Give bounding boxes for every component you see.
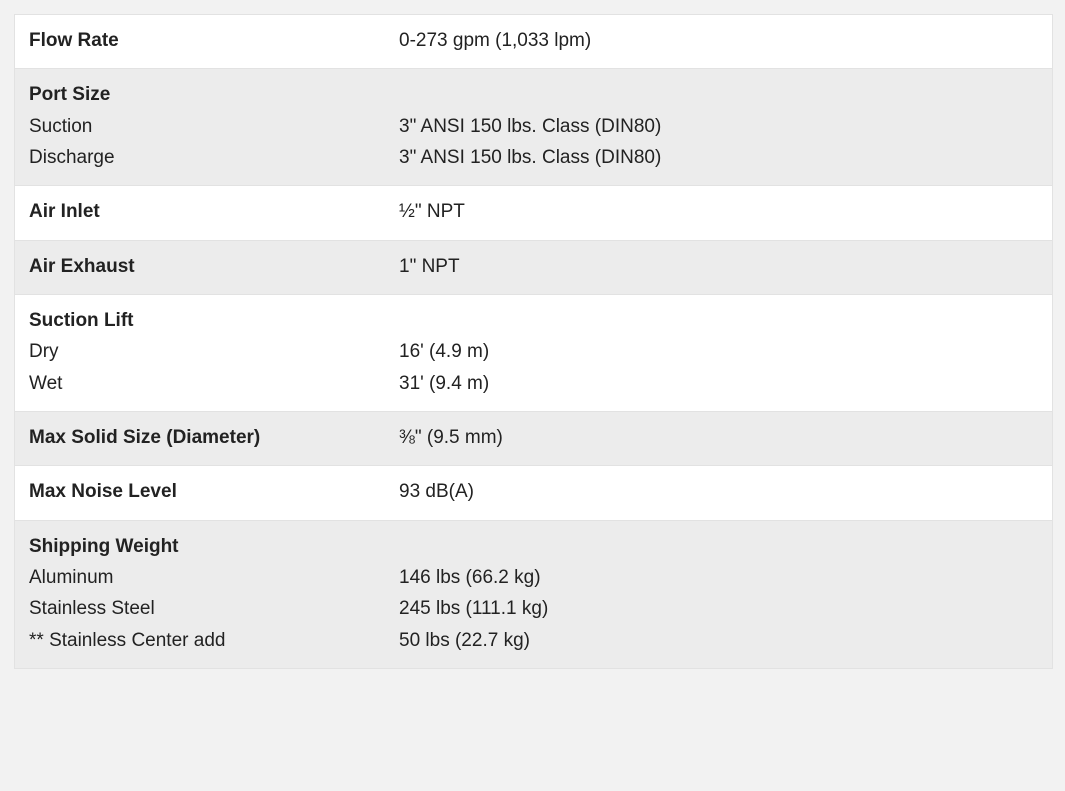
table-row: Air Inlet½" NPT (15, 186, 1052, 240)
value-col: 3" ANSI 150 lbs. Class (DIN80)3" ANSI 15… (399, 79, 1038, 173)
label-col: Air Exhaust (29, 251, 399, 282)
table-row: Shipping WeightAluminumStainless Steel**… (15, 521, 1052, 668)
table-row: Flow Rate0-273 gpm (1,033 lpm) (15, 15, 1052, 69)
label-col: Suction LiftDryWet (29, 305, 399, 399)
value-line: 0-273 gpm (1,033 lpm) (399, 25, 1038, 56)
label-col: Air Inlet (29, 196, 399, 227)
value-col: 93 dB(A) (399, 476, 1038, 507)
label-line: Wet (29, 368, 399, 399)
label-line: Stainless Steel (29, 593, 399, 624)
value-line: 3" ANSI 150 lbs. Class (DIN80) (399, 111, 1038, 142)
value-line: 1" NPT (399, 251, 1038, 282)
label-line: Air Exhaust (29, 251, 399, 282)
value-line: 245 lbs (111.1 kg) (399, 593, 1038, 624)
table-row: Air Exhaust1" NPT (15, 241, 1052, 295)
value-line: 16' (4.9 m) (399, 336, 1038, 367)
label-col: Port SizeSuctionDischarge (29, 79, 399, 173)
value-line (399, 531, 1038, 562)
value-line: ⅜" (9.5 mm) (399, 422, 1038, 453)
label-col: Shipping WeightAluminumStainless Steel**… (29, 531, 399, 656)
value-col: ⅜" (9.5 mm) (399, 422, 1038, 453)
value-col: 146 lbs (66.2 kg)245 lbs (111.1 kg)50 lb… (399, 531, 1038, 656)
label-line: Flow Rate (29, 25, 399, 56)
table-row: Suction LiftDryWet 16' (4.9 m)31' (9.4 m… (15, 295, 1052, 412)
label-col: Max Noise Level (29, 476, 399, 507)
label-line: Max Solid Size (Diameter) (29, 422, 399, 453)
table-row: Port SizeSuctionDischarge 3" ANSI 150 lb… (15, 69, 1052, 186)
value-line: ½" NPT (399, 196, 1038, 227)
label-line: Port Size (29, 79, 399, 110)
label-line: Suction Lift (29, 305, 399, 336)
value-col: ½" NPT (399, 196, 1038, 227)
value-line: 93 dB(A) (399, 476, 1038, 507)
value-col: 0-273 gpm (1,033 lpm) (399, 25, 1038, 56)
value-line: 31' (9.4 m) (399, 368, 1038, 399)
label-col: Max Solid Size (Diameter) (29, 422, 399, 453)
label-line: Air Inlet (29, 196, 399, 227)
value-line (399, 79, 1038, 110)
value-line: 50 lbs (22.7 kg) (399, 625, 1038, 656)
label-col: Flow Rate (29, 25, 399, 56)
label-line: Discharge (29, 142, 399, 173)
table-row: Max Noise Level93 dB(A) (15, 466, 1052, 520)
label-line: Suction (29, 111, 399, 142)
label-line: Aluminum (29, 562, 399, 593)
value-col: 1" NPT (399, 251, 1038, 282)
label-line: ** Stainless Center add (29, 625, 399, 656)
value-line: 146 lbs (66.2 kg) (399, 562, 1038, 593)
value-line: 3" ANSI 150 lbs. Class (DIN80) (399, 142, 1038, 173)
value-line (399, 305, 1038, 336)
label-line: Dry (29, 336, 399, 367)
spec-table: Flow Rate0-273 gpm (1,033 lpm)Port SizeS… (14, 14, 1053, 669)
label-line: Max Noise Level (29, 476, 399, 507)
table-row: Max Solid Size (Diameter)⅜" (9.5 mm) (15, 412, 1052, 466)
label-line: Shipping Weight (29, 531, 399, 562)
value-col: 16' (4.9 m)31' (9.4 m) (399, 305, 1038, 399)
